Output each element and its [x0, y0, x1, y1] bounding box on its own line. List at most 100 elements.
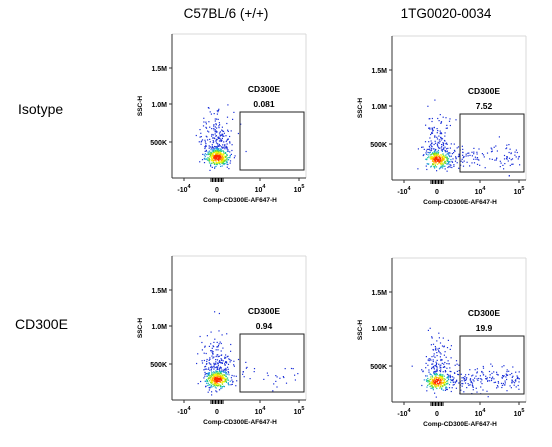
scatter-point	[431, 385, 433, 387]
scatter-point	[205, 121, 207, 123]
scatter-point	[205, 135, 207, 137]
scatter-point	[233, 375, 235, 377]
scatter-point	[447, 376, 449, 378]
scatter-point	[461, 380, 463, 382]
scatter-point	[444, 161, 446, 163]
scatter-point	[473, 380, 475, 382]
scatter-point	[221, 375, 223, 377]
scatter-point	[226, 163, 228, 165]
scatter-point	[205, 145, 207, 147]
scatter-point	[470, 381, 472, 384]
scatter-point	[223, 135, 225, 137]
scatter-point	[430, 382, 432, 385]
scatter-point	[215, 155, 217, 157]
scatter-point	[208, 384, 210, 386]
scatter-point	[221, 126, 223, 128]
scatter-point	[454, 382, 457, 384]
scatter-point	[434, 386, 437, 388]
scatter-point	[213, 129, 215, 131]
scatter-point	[214, 367, 216, 369]
scatter-point	[216, 148, 218, 150]
scatter-point	[476, 378, 478, 380]
scatter-point	[507, 160, 509, 162]
scatter-point	[442, 155, 444, 157]
scatter-point	[436, 150, 438, 153]
scatter-point	[450, 357, 452, 359]
scatter-point	[429, 137, 431, 139]
scatter-point	[216, 341, 218, 343]
scatter-point	[471, 151, 473, 153]
scatter-point	[237, 132, 239, 135]
scatter-point	[211, 379, 213, 381]
scatter-point	[206, 158, 208, 160]
scatter-point	[223, 385, 225, 387]
scatter-point	[439, 132, 442, 134]
scatter-point	[212, 134, 214, 136]
scatter-point	[511, 163, 513, 165]
scatter-point	[458, 153, 460, 155]
scatter-point	[211, 394, 213, 396]
scatter-point	[475, 387, 477, 389]
scatter-point	[441, 345, 444, 347]
scatter-point	[221, 354, 223, 356]
scatter-point	[213, 383, 215, 385]
scatter-point	[493, 371, 495, 373]
y-tick-label: 500K	[370, 142, 387, 149]
scatter-point	[473, 153, 475, 155]
scatter-point	[201, 139, 204, 141]
scatter-point	[207, 391, 209, 393]
scatter-point	[223, 377, 225, 379]
scatter-point	[211, 377, 213, 379]
scatter-point	[438, 382, 440, 384]
scatter-point	[449, 155, 451, 157]
scatter-point	[455, 158, 457, 160]
scatter-point	[205, 352, 207, 355]
scatter-point	[439, 141, 441, 143]
scatter-point	[228, 372, 230, 374]
scatter-point	[207, 130, 209, 132]
scatter-point	[218, 140, 221, 142]
scatter-point	[216, 154, 218, 157]
scatter-point	[438, 120, 440, 122]
scatter-point	[484, 167, 486, 169]
scatter-point	[220, 134, 222, 136]
scatter-point	[235, 375, 237, 377]
scatter-point	[450, 371, 452, 373]
scatter-point	[215, 384, 217, 386]
scatter-point	[499, 160, 501, 162]
scatter-point	[205, 365, 207, 367]
scatter-point	[461, 382, 463, 385]
scatter-point	[214, 311, 216, 313]
scatter-point	[427, 380, 429, 382]
scatter-point	[209, 363, 211, 365]
scatter-point	[228, 157, 230, 159]
scatter-point	[215, 390, 217, 392]
scatter-point	[498, 136, 500, 138]
scatter-point	[217, 155, 219, 157]
scatter-point	[430, 383, 432, 385]
scatter-point	[218, 136, 220, 138]
row-label-isotype: Isotype	[18, 101, 64, 117]
scatter-point	[433, 382, 435, 384]
scatter-point	[206, 362, 208, 365]
scatter-point	[439, 130, 441, 132]
scatter-point	[440, 164, 442, 166]
scatter-point	[229, 141, 231, 143]
scatter-point	[434, 136, 436, 138]
scatter-point	[450, 390, 452, 393]
scatter-point	[441, 157, 443, 159]
scatter-point	[208, 345, 210, 347]
scatter-point	[205, 150, 207, 152]
scatter-point	[214, 378, 216, 380]
scatter-point	[222, 382, 224, 384]
scatter-point	[209, 377, 211, 379]
scatter-point	[429, 382, 431, 384]
scatter-point	[428, 369, 430, 371]
scatter-point	[219, 372, 221, 374]
scatter-point	[224, 159, 226, 161]
scatter-point	[449, 152, 451, 154]
scatter-point	[426, 163, 428, 165]
scatter-point	[215, 153, 217, 155]
scatter-point	[504, 380, 506, 382]
scatter-point	[431, 363, 433, 365]
